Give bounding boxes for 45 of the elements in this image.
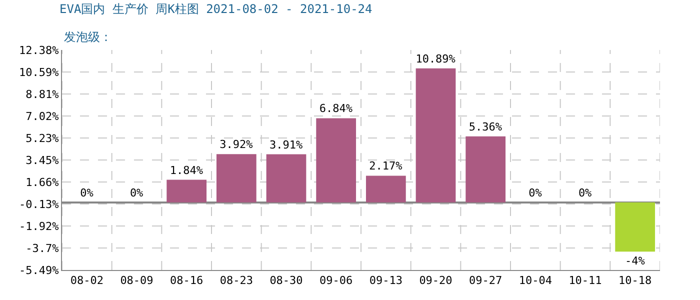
data-label: 1.84% [170, 164, 204, 177]
x-tick-label: 08-09 [120, 274, 154, 288]
y-tick-label: 8.81% [26, 88, 60, 101]
x-tick-label: 08-16 [170, 274, 204, 288]
x-tick-label: 08-02 [70, 274, 104, 288]
bar [416, 68, 456, 202]
y-tick-label: 5.23% [26, 132, 60, 145]
x-tick-label: 09-13 [369, 274, 402, 288]
data-label: 0% [578, 186, 592, 200]
y-tick-label: 12.38% [19, 44, 60, 57]
data-label: 0% [130, 186, 144, 200]
x-tick-label: 10-11 [568, 274, 602, 288]
data-label: 2.17% [369, 160, 403, 173]
x-tick-label: 10-18 [618, 274, 652, 288]
bar [266, 154, 306, 202]
y-tick-label: -0.13% [19, 198, 60, 211]
bar [166, 180, 207, 202]
x-tick-label: 10-04 [518, 274, 552, 288]
data-label: 0% [528, 186, 542, 200]
x-tick-label: 08-23 [220, 274, 253, 288]
data-label: 5.36% [468, 120, 502, 134]
y-tick-label: 3.45% [26, 154, 60, 167]
data-label: 3.92% [220, 138, 254, 152]
bar [466, 136, 506, 202]
y-tick-label: -3.7% [26, 242, 60, 255]
bar [316, 118, 356, 202]
chart-title: EVA国内 生产价 周K柱图 2021-08-02 - 2021-10-24 [60, 2, 372, 16]
data-label: 3.91% [270, 138, 303, 152]
data-label: 0% [80, 186, 94, 200]
y-tick-label: -1.92% [19, 220, 60, 233]
bar [216, 154, 256, 202]
y-tick-label: 1.66% [26, 176, 60, 189]
chart-subtitle: 发泡级： [64, 30, 112, 44]
data-label: 6.84% [319, 102, 353, 116]
y-tick-label: -5.49% [19, 264, 60, 277]
bar [366, 176, 406, 202]
data-label: -4% [624, 254, 646, 268]
x-tick-label: 09-06 [320, 274, 353, 288]
x-tick-label: 08-30 [270, 274, 303, 288]
y-tick-label: 10.59% [19, 66, 60, 79]
y-tick-label: 7.02% [26, 110, 60, 123]
x-tick-label: 09-20 [419, 274, 452, 288]
data-label: 10.89% [416, 52, 456, 66]
x-tick-label: 09-27 [469, 274, 502, 288]
bar [615, 202, 656, 252]
